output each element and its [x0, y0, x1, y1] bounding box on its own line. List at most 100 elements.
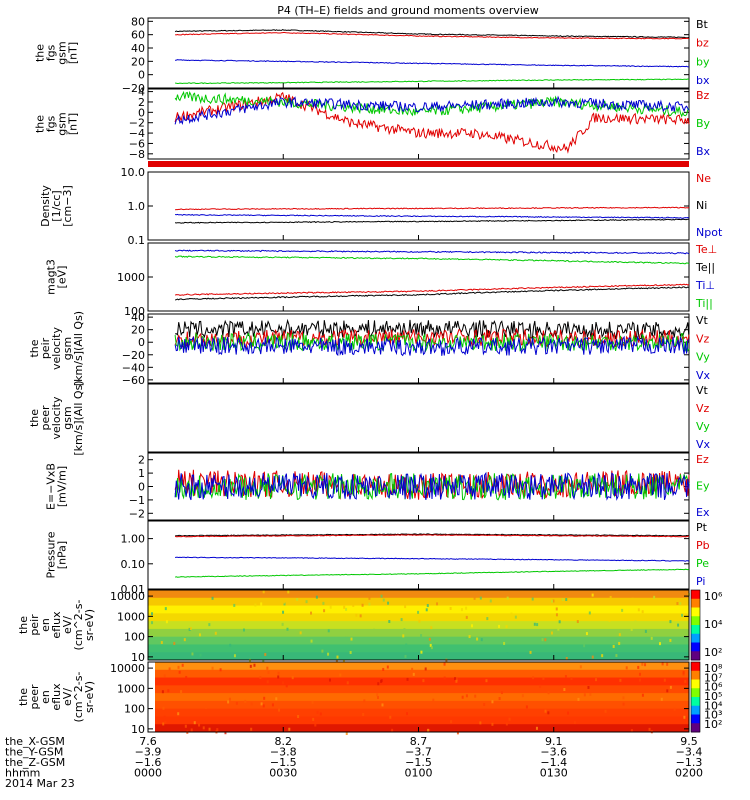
- spectrogram-pixel: [275, 697, 278, 701]
- spectrogram-pixel: [216, 728, 219, 732]
- spectrogram-pixel: [327, 629, 330, 633]
- colorbar-segment: [691, 670, 700, 680]
- y-tick-label: 10000: [110, 590, 145, 603]
- y-axis-label-line: [km/s](All Qs): [72, 311, 85, 386]
- spectrogram-pixel: [266, 666, 269, 670]
- series-Bz: [174, 91, 690, 154]
- plot-title: P4 (TH–E) fields and ground moments over…: [277, 4, 539, 17]
- y-tick-label: 0: [138, 481, 145, 494]
- legend-entry: Ti⊥: [695, 279, 715, 292]
- spectrogram-pixel: [666, 662, 669, 666]
- spectrogram-pixel: [263, 696, 266, 700]
- spectrogram-band: [155, 724, 689, 733]
- legend-entry: Vx: [696, 369, 711, 382]
- colorbar-segment: [691, 662, 700, 672]
- spectrogram-pixel: [432, 698, 435, 702]
- spectrogram-pixel: [262, 659, 265, 663]
- spectrogram-pixel: [641, 693, 644, 697]
- spectrogram-band: [155, 685, 689, 694]
- spectrogram-pixel: [588, 611, 591, 615]
- spectrogram-pixel: [346, 681, 349, 685]
- spectrogram-pixel: [412, 672, 415, 676]
- panel-exb: 210−1−2 E=−VxB[mV/m] Ez Ey Ex: [45, 452, 710, 521]
- legend-entry: Vz: [696, 402, 710, 415]
- y-axis-label-line: the: [34, 115, 47, 133]
- y-tick-label: 100: [124, 631, 145, 644]
- spectrogram-pixel: [648, 727, 651, 731]
- spectrogram-pixel: [681, 613, 684, 617]
- y-tick-label: 10000: [110, 662, 145, 675]
- spectrogram-pixel: [420, 650, 423, 654]
- x-axis-value: −3.7: [405, 746, 432, 759]
- colorbar-segment: [691, 714, 700, 724]
- y-axis-label-line: sr-eV): [83, 609, 96, 641]
- spectrogram-pixel: [652, 602, 655, 606]
- spectrogram-pixel: [653, 595, 656, 599]
- spectrogram-pixel: [233, 654, 236, 658]
- y-axis-label-line: gsm: [56, 41, 69, 64]
- spectrogram-pixel: [335, 659, 338, 663]
- y-tick-label: 80: [131, 15, 145, 28]
- series-Ti||: [174, 255, 690, 265]
- y-axis-label-line: [1/cc]: [50, 190, 63, 221]
- legend-entry: Ez: [696, 453, 709, 466]
- spectrogram-pixel: [588, 718, 591, 722]
- x-axis-value: 0000: [134, 767, 162, 780]
- series-Vy: [174, 331, 690, 353]
- spectrogram-pixel: [677, 623, 680, 627]
- spectrogram-pixel: [181, 663, 184, 667]
- spectrogram-pixel: [297, 714, 300, 718]
- spectrogram-pixel: [422, 679, 425, 683]
- spectrogram-pixel: [417, 617, 420, 621]
- spectrogram-pixel: [490, 695, 493, 699]
- spectrogram-pixel: [491, 722, 494, 726]
- y-axis-label-line: fgs: [45, 115, 58, 132]
- colorbar-label: 10⁶: [704, 590, 723, 603]
- spectrogram-pixel: [489, 599, 492, 603]
- y-axis-label: Density[1/cc][cm−3]: [39, 185, 74, 227]
- spectrogram-pixel: [644, 629, 647, 633]
- y-axis-label-line: the: [28, 339, 41, 357]
- series-Te⊥: [174, 283, 690, 296]
- colorbar-segment: [691, 633, 700, 643]
- series-Vz: [174, 327, 690, 349]
- spectrogram-pixel: [461, 695, 464, 699]
- panel-temp: 1000 100 magt3[eV] Te⊥ Te|| Ti⊥ Ti||: [45, 242, 717, 318]
- spectrogram-pixel: [591, 655, 594, 659]
- colorbar-segment: [691, 705, 700, 715]
- y-axis-label-line: [nPa]: [56, 541, 69, 569]
- series-Pt: [175, 533, 690, 537]
- series-Vt: [174, 318, 690, 340]
- panel-peir_spec: 10⁶ 10⁴ 10² 10000 1000 100 10 thepeirenefluxeV/…: [17, 589, 723, 664]
- series-By: [174, 90, 690, 118]
- spectrogram-pixel: [327, 652, 330, 656]
- spectrogram-pixel: [630, 628, 633, 632]
- spectrogram-pixel: [576, 620, 579, 624]
- y-axis-label-line: Density: [39, 185, 52, 227]
- spectrogram-pixel: [359, 614, 362, 618]
- y-tick-label: −8: [129, 148, 145, 161]
- panel-density: 10.0 1.0 0.1 Density[1/cc][cm−3] Ne Ni Npot: [39, 166, 723, 247]
- spectrogram-pixel: [552, 697, 555, 701]
- spectrogram-pixel: [254, 603, 257, 607]
- legend-entry: Vy: [696, 351, 710, 364]
- series-Ey: [174, 472, 690, 501]
- colorbar-segment: [691, 598, 700, 608]
- colorbar: 10⁶ 10⁴ 10²: [690, 589, 723, 661]
- spectrogram-pixel: [312, 717, 315, 721]
- y-tick-label: 0.1: [128, 234, 146, 247]
- spectrogram-pixel: [417, 610, 420, 614]
- spectrogram-pixel: [402, 634, 405, 638]
- spectrogram-pixel: [479, 596, 482, 600]
- spectrogram-pixel: [500, 623, 503, 627]
- spectrogram-pixel: [426, 604, 429, 608]
- spectrogram-pixel: [615, 654, 618, 658]
- series-Pb: [174, 534, 689, 538]
- y-axis-label-line: eV/: [61, 616, 74, 634]
- spectrogram-pixel: [362, 713, 365, 717]
- spectrogram-pixel: [180, 690, 183, 694]
- y-tick-label: 100: [124, 703, 145, 716]
- spectrogram-pixel: [525, 705, 528, 709]
- spectrogram-pixel: [583, 693, 586, 697]
